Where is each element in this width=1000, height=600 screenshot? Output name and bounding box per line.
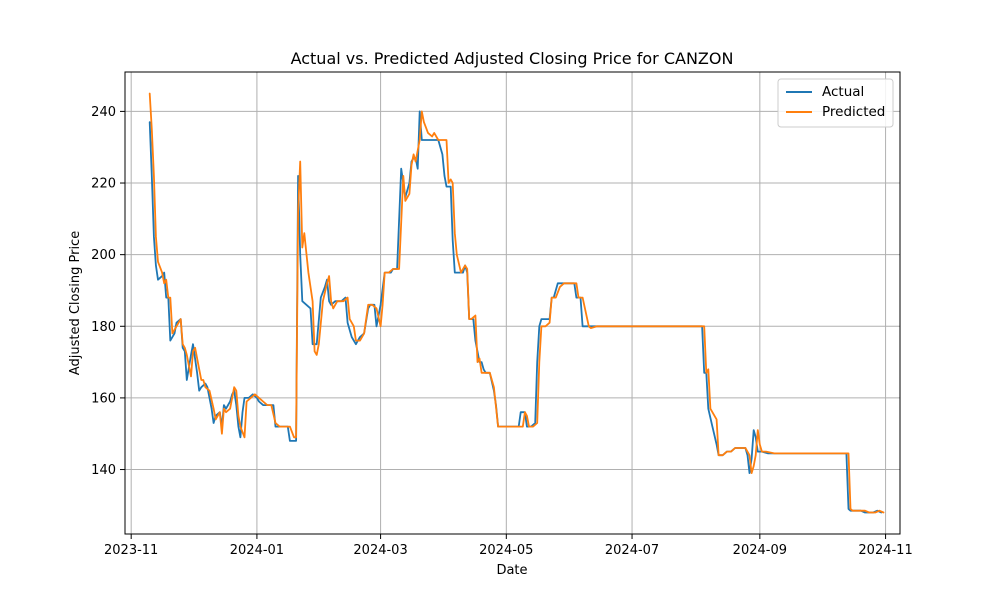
series-line-predicted [148,92,885,514]
plot-frame [124,71,901,535]
x-tick-label: 2023-11 [104,543,158,558]
y-tick-label: 160 [91,391,116,406]
x-tick-label: 2024-05 [479,543,533,558]
x-axis-label: Date [496,563,527,578]
x-axis-ticks: 2023-11 2024-01 2024-03 2024-05 2024-07 2024-… [104,534,913,558]
x-tick-label: 2024-07 [605,543,659,558]
y-tick-label: 180 [91,320,116,335]
y-axis-ticks: 140 160 180 200 220 240 [91,105,125,478]
series-lines [148,92,885,514]
x-tick-label: 2024-09 [733,543,787,558]
chart-title: Actual vs. Predicted Adjusted Closing Pr… [291,49,734,68]
legend: Actual Predicted [777,78,894,128]
y-tick-label: 240 [91,105,116,120]
x-tick-label: 2024-11 [858,543,912,558]
legend-label-actual: Actual [822,84,864,100]
x-tick-label: 2024-03 [353,543,407,558]
y-axis-label: Adjusted Closing Price [68,231,83,375]
y-tick-label: 200 [91,248,116,263]
legend-label-predicted: Predicted [822,104,885,120]
x-tick-label: 2024-01 [230,543,284,558]
y-tick-label: 220 [91,177,116,192]
y-tick-label: 140 [91,463,116,478]
